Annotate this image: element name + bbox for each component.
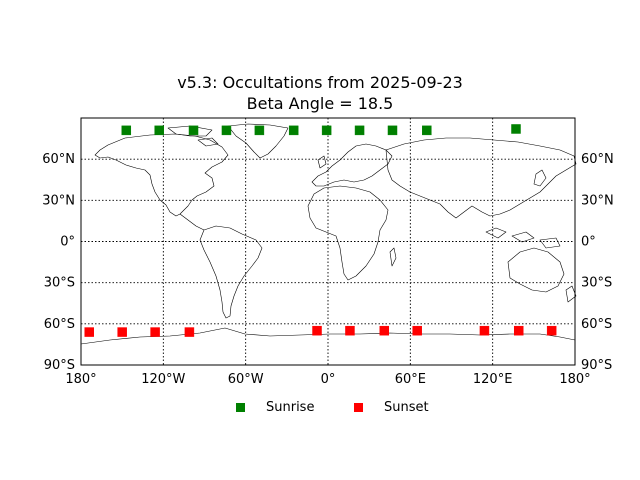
sunrise-marker xyxy=(188,125,199,136)
legend: Sunrise Sunset xyxy=(0,400,640,420)
legend-sunrise-label: Sunrise xyxy=(266,400,315,415)
sunset-marker xyxy=(379,325,390,336)
lat-tick-label-right: 60°S xyxy=(581,317,612,332)
africa-outline xyxy=(307,185,389,281)
madagascar-outline xyxy=(389,247,397,267)
lat-tick-label-left: 60°S xyxy=(44,317,75,332)
sunrise-marker xyxy=(321,125,332,136)
sunset-marker xyxy=(184,327,195,337)
lat-tick-label-right: 90°S xyxy=(581,358,612,373)
sunrise-marker xyxy=(354,125,365,136)
sunrise-marker xyxy=(387,125,398,136)
se-asia-islands-outline xyxy=(485,227,561,249)
graticule xyxy=(81,118,575,365)
south-america-outline xyxy=(199,225,263,319)
europe-outline xyxy=(311,143,393,187)
occultation-markers xyxy=(84,124,557,337)
lat-tick-label-left: 60°N xyxy=(42,152,75,167)
lat-tick-label-right: 30°S xyxy=(581,276,612,291)
sunrise-marker xyxy=(154,125,164,136)
coastlines xyxy=(80,123,577,345)
lon-tick-label: 120°W xyxy=(141,372,185,387)
lat-tick-label-right: 30°N xyxy=(581,193,614,208)
north-america-outline xyxy=(94,133,229,217)
lon-tick-label: 180° xyxy=(559,372,590,387)
map-frame xyxy=(80,117,576,366)
legend-sunrise-marker xyxy=(236,403,245,412)
legend-item-sunrise: Sunrise xyxy=(236,400,314,415)
lat-tick-label-right: 0° xyxy=(581,235,596,250)
legend-sunset-marker xyxy=(354,403,363,412)
sunrise-marker xyxy=(221,125,232,136)
lat-tick-label-right: 60°N xyxy=(581,152,614,167)
sunrise-marker xyxy=(511,124,521,134)
sunset-marker xyxy=(312,325,322,336)
australia-outline xyxy=(507,247,565,293)
axis-ticks: 60°N 60°N 30°N 30°N 0° 0° 30°S 30°S 60°S 60°S 90°S… xyxy=(42,152,614,387)
antarctica-outline xyxy=(80,327,576,345)
chart-title-line-2: Beta Angle = 18.5 xyxy=(246,94,394,113)
sunrise-marker xyxy=(288,125,299,136)
greenland-outline xyxy=(227,123,289,159)
lat-tick-label-left: 30°N xyxy=(42,193,75,208)
sunset-marker xyxy=(513,325,524,336)
sunrise-marker xyxy=(422,125,432,136)
sunset-marker xyxy=(479,325,490,336)
lat-tick-label-left: 30°S xyxy=(44,276,75,291)
sunset-marker xyxy=(150,327,160,337)
asia-outline xyxy=(385,137,577,219)
lat-tick-label-left: 0° xyxy=(60,235,75,250)
lon-tick-label: 60°W xyxy=(228,372,264,387)
sunset-marker xyxy=(117,327,127,337)
sunset-marker xyxy=(546,325,557,336)
japan-outline xyxy=(533,169,547,187)
new-zealand-outline xyxy=(565,285,577,303)
sunrise-marker xyxy=(121,125,132,136)
sunset-marker xyxy=(84,327,94,337)
lon-tick-label: 0° xyxy=(321,372,336,387)
uk-outline xyxy=(317,155,327,169)
lon-tick-label: 180° xyxy=(65,372,96,387)
sunset-marker xyxy=(345,325,355,336)
lon-tick-label: 60°E xyxy=(395,372,426,387)
chart-title-line-1: v5.3: Occultations from 2025-09-23 xyxy=(177,73,463,92)
sunrise-marker xyxy=(254,125,265,136)
legend-sunset-label: Sunset xyxy=(384,400,429,415)
lat-tick-label-left: 90°S xyxy=(44,358,75,373)
sunset-marker xyxy=(412,325,422,336)
central-america-outline xyxy=(179,213,205,231)
lon-tick-label: 120°E xyxy=(473,372,513,387)
legend-item-sunset: Sunset xyxy=(354,400,429,415)
